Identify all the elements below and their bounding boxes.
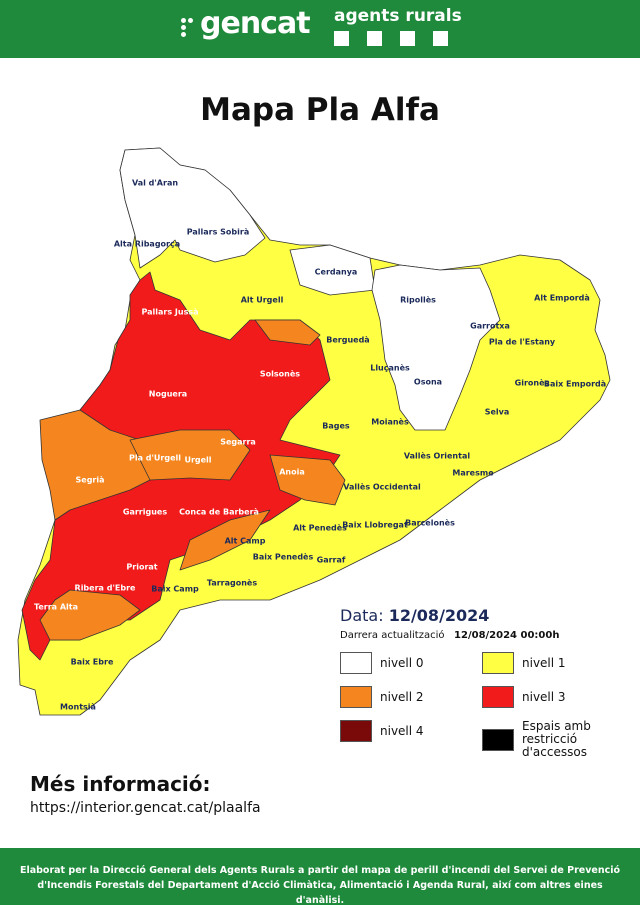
legend-label: Espais amb restricció d'accessos xyxy=(522,719,591,759)
comarca-label: Pla d'Urgell xyxy=(129,454,181,463)
legend-item: Espais amb restricció d'accessos xyxy=(482,720,612,759)
region-orange xyxy=(269,454,346,506)
brand: agents rurals xyxy=(334,6,462,26)
comarca-label: Pallars Sobirà xyxy=(187,228,250,237)
comarca-label: Vallès Occidental xyxy=(343,482,421,492)
comarca-label: Baix Camp xyxy=(151,585,199,594)
comarca-label: Selva xyxy=(485,408,510,417)
legend-swatch xyxy=(340,652,372,674)
comarca-label: Osona xyxy=(414,378,442,387)
logo: gencat xyxy=(200,6,311,41)
region-white xyxy=(371,264,501,431)
comarca-label: Alta Ribagorça xyxy=(114,240,180,249)
comarca-label: Alt Penedès xyxy=(293,523,347,533)
comarca-label: Priorat xyxy=(126,563,157,572)
comarca-label: Cerdanya xyxy=(315,268,358,277)
comarca-label: Garrotxa xyxy=(470,322,510,331)
updated-label: Darrera actualització xyxy=(340,630,445,641)
region-orange xyxy=(254,319,321,346)
comarca-label: Val d'Aran xyxy=(132,179,178,188)
comarca-label: Segrià xyxy=(76,476,105,485)
comarca-label: Gironès xyxy=(515,378,550,388)
legend-item: nivell 0 xyxy=(340,652,470,674)
comarca-label: Alt Urgell xyxy=(241,296,284,305)
updated: Darrera actualització 12/08/2024 00:00h xyxy=(340,630,559,641)
more-info-url[interactable]: https://interior.gencat.cat/plaalfa xyxy=(30,800,261,816)
map: Val d'Aran Pallars Sobirà Alta Ribagorça Pa… xyxy=(17,147,611,716)
region-orange xyxy=(39,589,141,641)
comarca-label: Berguedà xyxy=(326,336,369,345)
comarca-label: Alt Empordà xyxy=(534,294,590,303)
date: Data: 12/08/2024 xyxy=(340,606,489,625)
legend-label: nivell 1 xyxy=(522,655,566,670)
legend-item: nivell 3 xyxy=(482,686,612,708)
date-label: Data: xyxy=(340,606,384,625)
header: gencat agents rurals xyxy=(0,0,640,58)
legend-label: nivell 2 xyxy=(380,689,424,704)
comarca-label: Pallars Jussà xyxy=(141,308,198,317)
comarca-label: Baix Llobregat xyxy=(342,521,408,530)
comarca-label: Segarra xyxy=(220,438,256,447)
more-info-title: Més informació: xyxy=(30,772,211,796)
legend-item: nivell 1 xyxy=(482,652,612,674)
legend-swatch xyxy=(482,686,514,708)
title: Mapa Pla Alfa xyxy=(200,92,440,128)
logo-dots xyxy=(181,18,197,38)
comarca-label: Ripollès xyxy=(400,295,436,305)
legend-swatch xyxy=(482,728,514,751)
comarca-label: Garraf xyxy=(317,556,346,565)
legend-item: nivell 4 xyxy=(340,720,470,742)
legend-swatch xyxy=(340,720,372,742)
legend-swatch xyxy=(340,686,372,708)
legend-label: nivell 0 xyxy=(380,655,424,670)
comarca-label: Tarragonès xyxy=(207,578,257,588)
comarca-label: Ribera d'Ebre xyxy=(75,584,136,593)
comarca-label: Montsià xyxy=(60,703,96,712)
comarca-label: Barcelonès xyxy=(405,518,455,528)
legend-label: nivell 4 xyxy=(380,723,424,738)
comarca-label: Noguera xyxy=(149,390,187,399)
region-orange xyxy=(129,429,251,481)
comarca-label: Solsonès xyxy=(260,369,300,379)
comarca-label: Maresme xyxy=(452,469,494,478)
comarca-label: Baix Penedès xyxy=(253,552,314,562)
comarca-label: Lluçanès xyxy=(370,363,410,373)
comarca-label: Baix Empordà xyxy=(544,380,606,389)
updated-value: 12/08/2024 00:00h xyxy=(454,630,560,641)
comarca-label: Terra Alta xyxy=(34,603,78,612)
comarca-label: Urgell xyxy=(184,456,211,465)
legend-item: nivell 2 xyxy=(340,686,470,708)
comarca-label: Baix Ebre xyxy=(71,658,114,667)
comarca-labels: Val d'Aran Pallars Sobirà Alta Ribagorça Pa… xyxy=(34,179,606,712)
region-white xyxy=(119,147,266,269)
legend-label: nivell 3 xyxy=(522,689,566,704)
comarca-label: Alt Camp xyxy=(225,537,266,546)
region-orange xyxy=(179,509,271,571)
date-value: 12/08/2024 xyxy=(388,606,490,625)
comarca-label: Bages xyxy=(322,422,350,431)
region-orange xyxy=(39,409,151,521)
comarca-label: Pla de l'Estany xyxy=(489,338,556,347)
comarca-label: Conca de Barberà xyxy=(179,508,259,517)
legend-swatch xyxy=(482,652,514,674)
footer: Elaborat per la Direcció General dels Ag… xyxy=(0,848,640,906)
comarca-label: Moianès xyxy=(371,417,409,427)
brand-squares xyxy=(334,31,466,50)
legend: nivell 0 nivell 1 nivell 2 nivell 3 nivell 4… xyxy=(340,652,630,759)
comarca-label: Garrigues xyxy=(123,508,167,517)
comarca-label: Anoia xyxy=(279,468,305,477)
comarca-label: Vallès Oriental xyxy=(404,451,470,461)
